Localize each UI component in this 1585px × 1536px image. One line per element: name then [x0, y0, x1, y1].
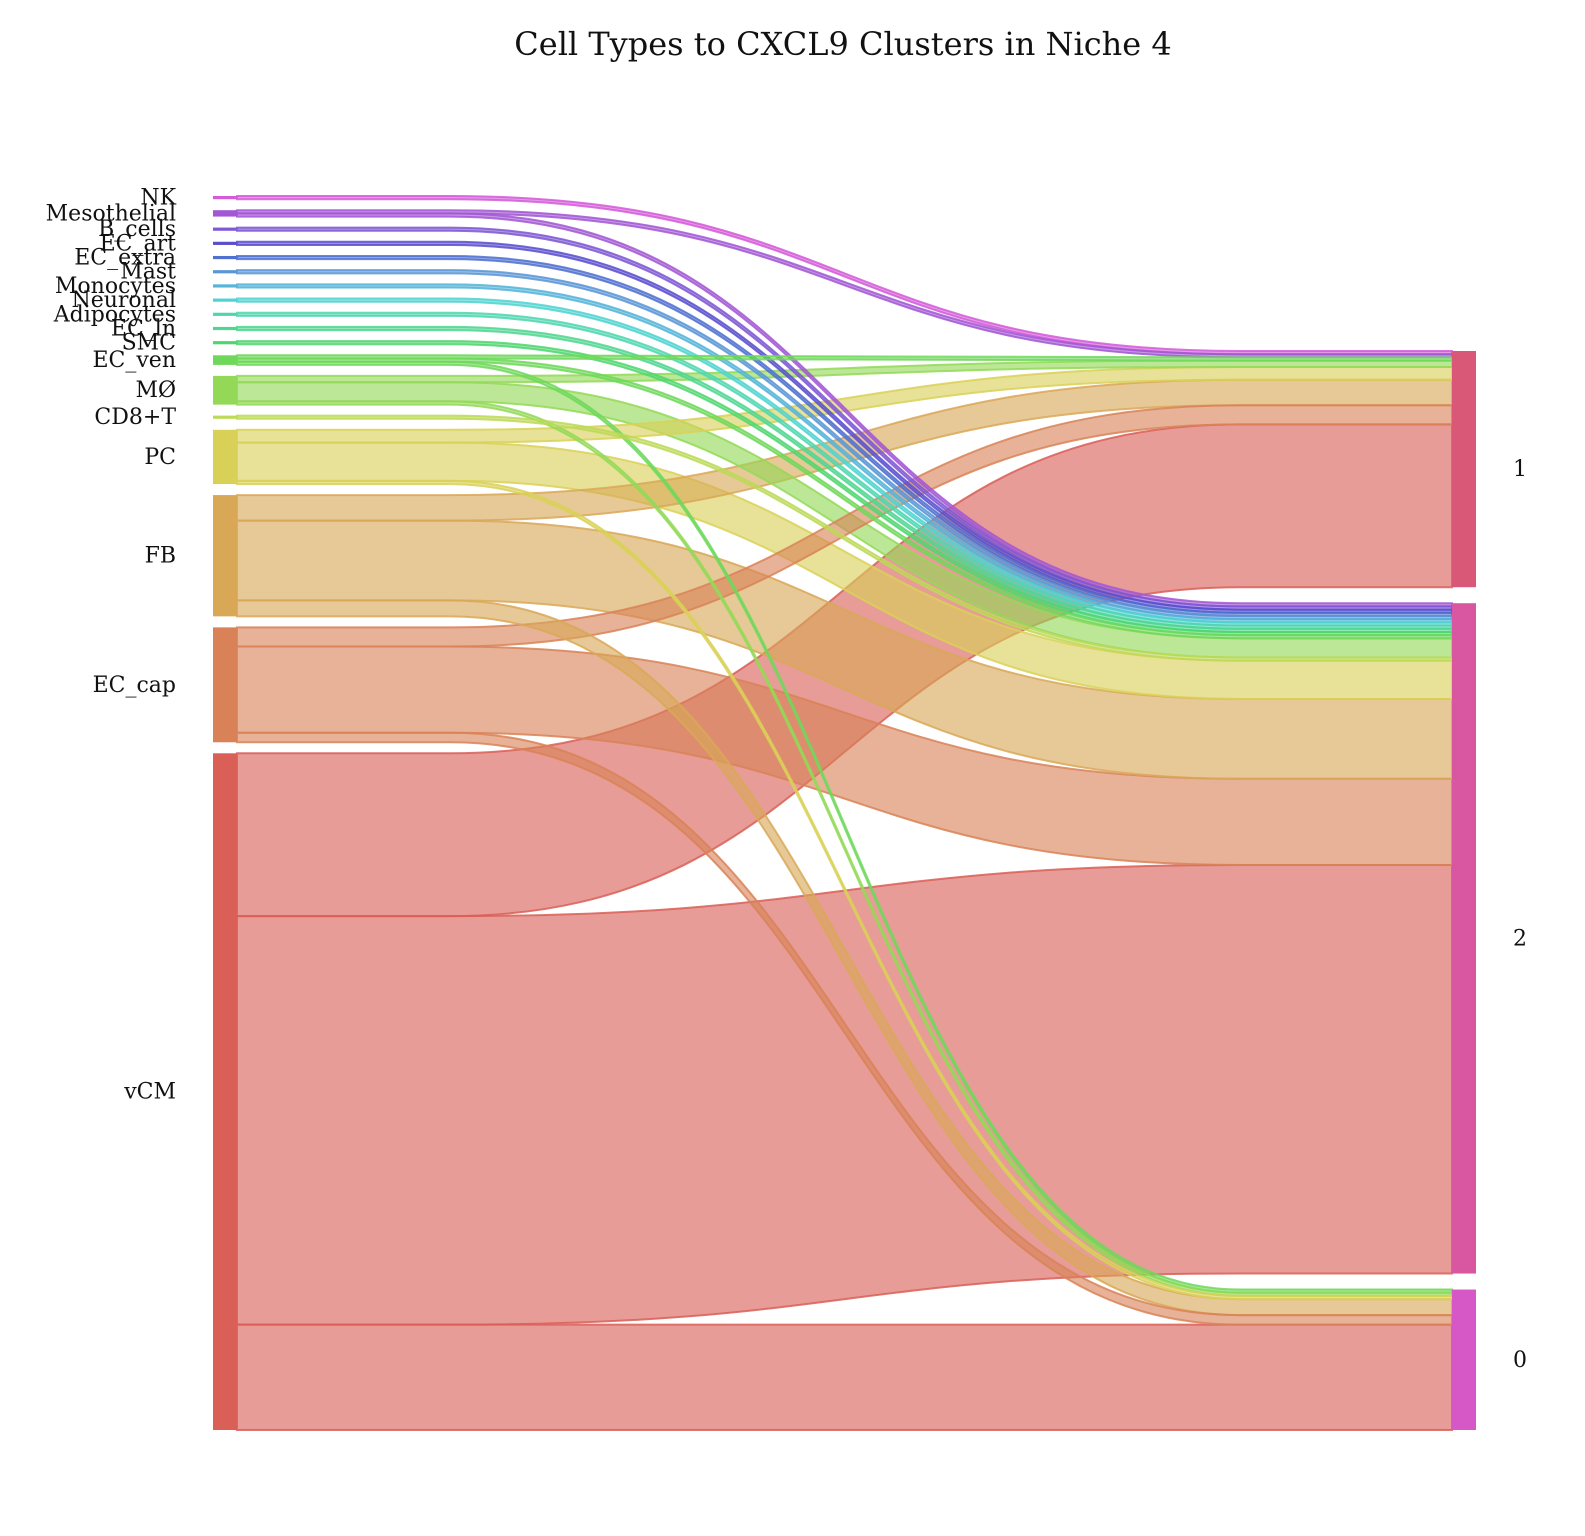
source-node-cd8-t	[213, 415, 237, 419]
source-node-ec-extra	[213, 255, 237, 260]
source-label-fb: FB	[145, 544, 176, 569]
source-node-nk	[213, 196, 237, 200]
nodes-layer	[213, 196, 1476, 1430]
source-label-pc: PC	[144, 445, 176, 470]
source-node-adipocytes	[213, 312, 237, 316]
source-node-b-cells	[213, 227, 237, 231]
source-node-mast	[213, 270, 237, 274]
source-label-ec-extra: EC_extra	[74, 246, 176, 271]
source-node-ec-cap	[213, 627, 237, 743]
source-node-fb	[213, 495, 237, 617]
source-node-vcm	[213, 753, 237, 1430]
chart-title: Cell Types to CXCL9 Clusters in Niche 4	[514, 25, 1171, 63]
source-node-mesothelial	[213, 210, 237, 217]
source-label-ec-ln: EC_ln	[111, 317, 176, 342]
source-label-mesothelial: Mesothelial	[46, 201, 176, 226]
flow-vcm-to-2	[236, 863, 1453, 1326]
flow-vcm-to-0	[236, 1323, 1453, 1432]
source-node-pc	[213, 429, 237, 485]
source-node-ec-ln	[213, 326, 237, 331]
source-node-m	[213, 375, 237, 405]
target-node-0	[1452, 1289, 1476, 1430]
flows-layer	[236, 195, 1453, 1432]
source-label-ec-art: EC_art	[100, 231, 177, 256]
source-label-m: MØ	[135, 378, 176, 403]
source-label-neuronal: Neuronal	[71, 288, 176, 313]
labels-layer: NKMesothelialB_cellsEC_artEC_extraMastMo…	[46, 186, 1527, 1373]
source-label-smc: SMC	[122, 331, 176, 356]
source-label-monocytes: Monocytes	[55, 274, 176, 299]
source-label-ec-cap: EC_cap	[93, 673, 176, 698]
source-node-monocytes	[213, 284, 237, 288]
source-node-smc	[213, 341, 237, 345]
target-label-1: 1	[1513, 457, 1527, 482]
source-node-ec-ven	[213, 355, 237, 365]
target-label-0: 0	[1513, 1348, 1527, 1373]
source-label-vcm: vCM	[123, 1080, 176, 1105]
source-label-adipocytes: Adipocytes	[53, 302, 176, 327]
source-node-neuronal	[213, 298, 237, 302]
source-label-ec-ven: EC_ven	[92, 348, 176, 373]
target-label-2: 2	[1513, 926, 1527, 951]
source-node-ec-art	[213, 241, 237, 245]
target-node-1	[1452, 351, 1476, 588]
source-label-b-cells: B_cells	[98, 217, 176, 242]
source-label-cd8-t: CD8+T	[94, 405, 176, 430]
source-label-mast: Mast	[120, 260, 176, 285]
target-node-2	[1452, 603, 1476, 1274]
source-label-nk: NK	[140, 186, 176, 211]
